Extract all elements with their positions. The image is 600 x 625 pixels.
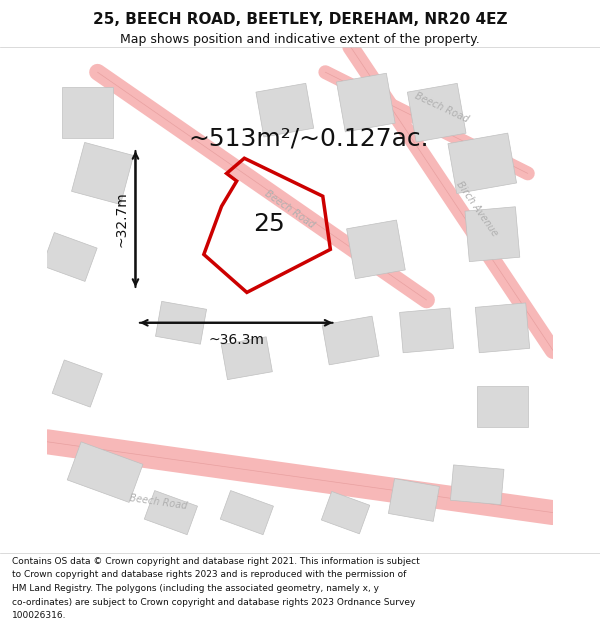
Polygon shape [337,73,395,132]
Text: Contains OS data © Crown copyright and database right 2021. This information is : Contains OS data © Crown copyright and d… [12,557,420,566]
Polygon shape [322,316,379,365]
Polygon shape [155,301,206,344]
Polygon shape [465,207,520,262]
Polygon shape [67,442,143,503]
Polygon shape [477,386,528,426]
Text: co-ordinates) are subject to Crown copyright and database rights 2023 Ordnance S: co-ordinates) are subject to Crown copyr… [12,598,415,607]
Polygon shape [322,491,370,534]
Polygon shape [71,142,134,204]
Text: Beech Road: Beech Road [413,91,470,124]
Text: Beech Road: Beech Road [263,188,317,230]
Polygon shape [347,220,405,279]
Polygon shape [145,491,197,535]
Text: Beech Road: Beech Road [128,494,188,511]
Polygon shape [220,491,274,535]
Polygon shape [256,83,314,137]
Polygon shape [407,83,466,142]
Polygon shape [475,303,530,352]
Text: ~36.3m: ~36.3m [208,334,264,348]
Text: ~32.7m: ~32.7m [114,191,128,247]
Text: Map shows position and indicative extent of the property.: Map shows position and indicative extent… [120,32,480,46]
Polygon shape [221,337,272,379]
Text: 25: 25 [253,212,285,236]
Polygon shape [448,133,517,194]
Polygon shape [62,88,113,138]
Text: to Crown copyright and database rights 2023 and is reproduced with the permissio: to Crown copyright and database rights 2… [12,571,406,579]
Polygon shape [42,232,97,281]
Text: 25, BEECH ROAD, BEETLEY, DEREHAM, NR20 4EZ: 25, BEECH ROAD, BEETLEY, DEREHAM, NR20 4… [93,12,507,27]
Text: 100026316.: 100026316. [12,611,67,621]
Polygon shape [388,479,439,521]
Text: Birch Avenue: Birch Avenue [455,179,500,238]
Polygon shape [400,308,454,352]
Polygon shape [52,360,103,407]
Text: HM Land Registry. The polygons (including the associated geometry, namely x, y: HM Land Registry. The polygons (includin… [12,584,379,593]
Text: ~513m²/~0.127ac.: ~513m²/~0.127ac. [188,126,429,150]
Polygon shape [451,465,504,504]
